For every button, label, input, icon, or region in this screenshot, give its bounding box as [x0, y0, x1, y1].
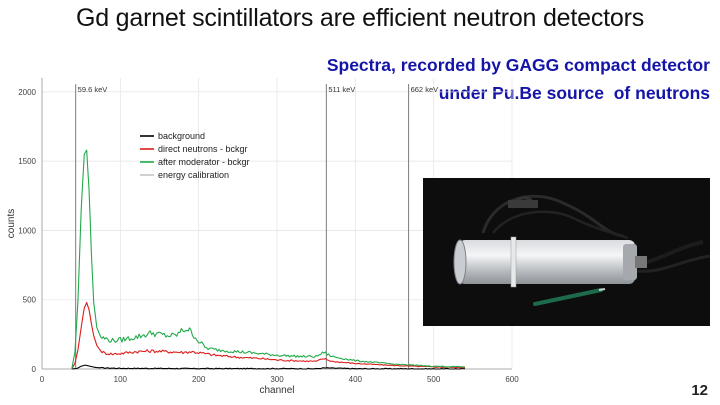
y-tick-label: 2000 [18, 88, 36, 97]
series-line-2 [71, 149, 466, 370]
series-line-0 [71, 364, 466, 370]
x-tick-label: 200 [192, 375, 206, 384]
legend-label: energy calibration [158, 170, 229, 180]
calibration-label: 662 keV [411, 85, 439, 94]
y-axis-title: counts [6, 209, 17, 238]
y-tick-label: 0 [32, 365, 37, 374]
spectra-chart: 0 100 200 300 400 500 600 0 500 1000 1500 2000 chann… [6, 78, 519, 396]
y-tick-label: 500 [23, 296, 37, 305]
gagg-detector-photo [423, 178, 710, 326]
slide-title: Gd garnet scintillators are efficient ne… [75, 4, 645, 32]
x-axis-title: channel [259, 385, 294, 396]
x-tick-label: 500 [427, 375, 441, 384]
series-line-1 [71, 301, 466, 370]
subtitle-line-1: Spectra, recorded by GAGG compact detect… [326, 55, 710, 75]
x-tick-label: 100 [114, 375, 128, 384]
subtitle-line-2: under Pu.Be source of neutrons [438, 83, 710, 103]
x-tick-label: 300 [270, 375, 284, 384]
y-tick-label: 1500 [18, 157, 36, 166]
x-tick-label: 400 [349, 375, 363, 384]
x-tick-label: 600 [505, 375, 519, 384]
detector-illustration [423, 178, 710, 326]
page-number: 12 [691, 382, 708, 399]
calibration-label: 59.6 keV [78, 85, 108, 94]
slide-subtitle: Spectra, recorded by GAGG compact detect… [327, 51, 710, 107]
legend-label: direct neutrons - bckgr [158, 144, 248, 154]
calibration-label: 511 keV [328, 85, 355, 94]
legend-label: after moderator - bckgr [158, 157, 250, 167]
x-tick-label: 0 [40, 375, 45, 384]
y-tick-label: 1000 [18, 226, 36, 235]
legend-label: background [158, 131, 205, 141]
